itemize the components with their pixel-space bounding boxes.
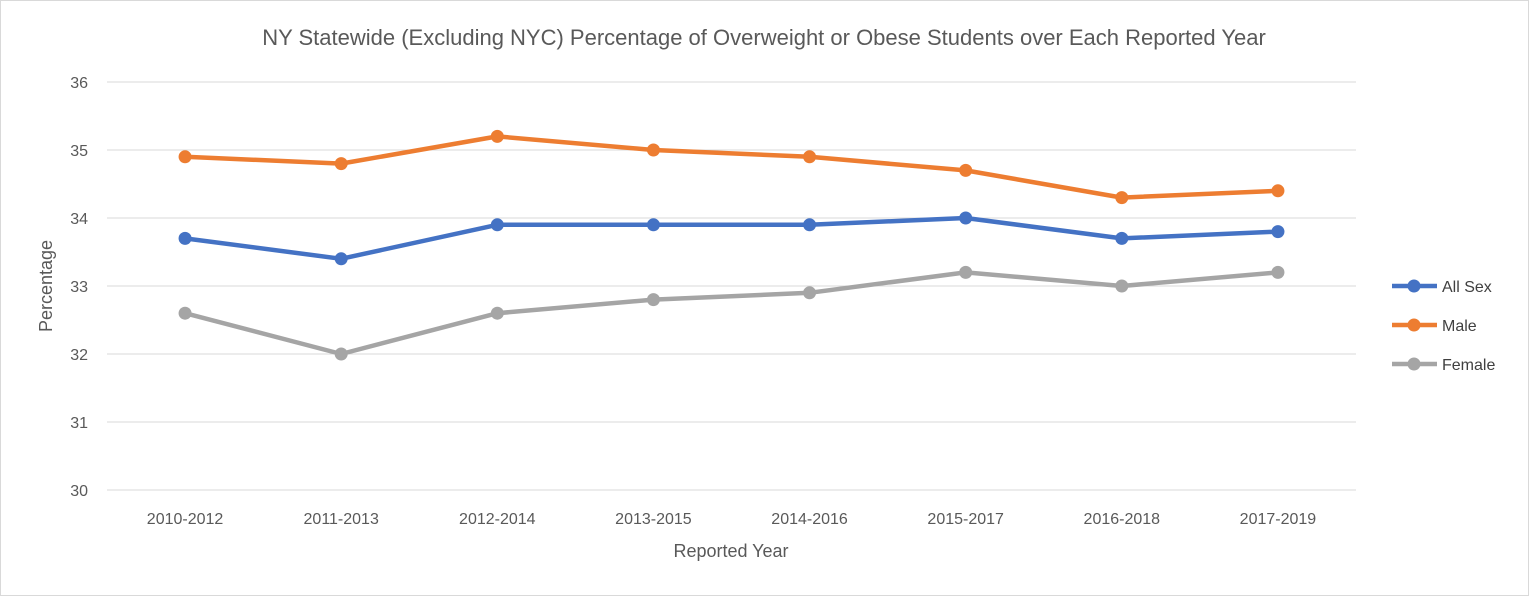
x-tick-label: 2015-2017 [927,511,1004,528]
legend-label: Female [1442,357,1495,374]
data-point[interactable] [490,306,504,320]
series-line [182,270,1281,357]
series-1 [178,211,1285,266]
series-2 [178,129,1285,205]
data-point[interactable] [803,286,817,300]
y-axis-title: Percentage [36,240,56,332]
data-point[interactable] [1271,225,1285,239]
data-point[interactable] [1271,184,1285,198]
data-point[interactable] [1115,231,1129,245]
x-tick-label: 2012-2014 [459,511,536,528]
data-point[interactable] [646,218,660,232]
y-tick-label: 30 [70,483,88,500]
data-point[interactable] [178,306,192,320]
x-tick-label: 2010-2012 [147,511,224,528]
y-tick-label: 31 [70,415,88,432]
legend-item[interactable]: Female [1392,357,1495,374]
data-point[interactable] [959,163,973,177]
x-tick-label: 2013-2015 [615,511,692,528]
data-point[interactable] [178,150,192,164]
data-point[interactable] [646,293,660,307]
series-line [182,215,1281,262]
data-point[interactable] [178,231,192,245]
x-tick-label: 2014-2016 [771,511,848,528]
x-axis-title: Reported Year [673,541,788,561]
data-point[interactable] [959,211,973,225]
series-lines [178,129,1285,361]
legend-item[interactable]: Male [1392,318,1477,335]
chart-title: NY Statewide (Excluding NYC) Percentage … [262,25,1266,50]
legend-item[interactable]: All Sex [1392,279,1492,296]
data-point[interactable] [646,143,660,157]
legend-swatch-marker [1407,357,1421,371]
legend-label: Male [1442,318,1477,335]
legend-swatch-marker [1407,279,1421,293]
data-point[interactable] [490,218,504,232]
legend[interactable]: All Sex Male Female [1392,279,1495,374]
legend-swatch-marker [1407,318,1421,332]
x-axis-ticks: 2010-2012 2011-2013 2012-2014 2013-2015 2014… [147,511,1316,528]
data-point[interactable] [334,252,348,266]
x-tick-label: 2016-2018 [1084,511,1161,528]
data-point[interactable] [959,265,973,279]
x-tick-label: 2011-2013 [304,511,379,528]
data-point[interactable] [334,157,348,171]
data-point[interactable] [803,150,817,164]
y-tick-label: 32 [70,347,88,364]
data-point[interactable] [334,347,348,361]
x-tick-label: 2017-2019 [1240,511,1317,528]
data-point[interactable] [1115,279,1129,293]
legend-label: All Sex [1442,279,1492,296]
y-tick-label: 34 [70,211,88,228]
data-point[interactable] [1115,191,1129,205]
gridlines [107,81,1356,491]
y-axis-ticks: 30 31 32 33 34 35 36 [70,75,88,500]
y-tick-label: 35 [70,143,88,160]
y-tick-label: 33 [70,279,88,296]
series-line [182,134,1281,200]
data-point[interactable] [803,218,817,232]
data-point[interactable] [1271,265,1285,279]
y-tick-label: 36 [70,75,88,92]
series-3 [178,265,1285,361]
data-point[interactable] [490,129,504,143]
